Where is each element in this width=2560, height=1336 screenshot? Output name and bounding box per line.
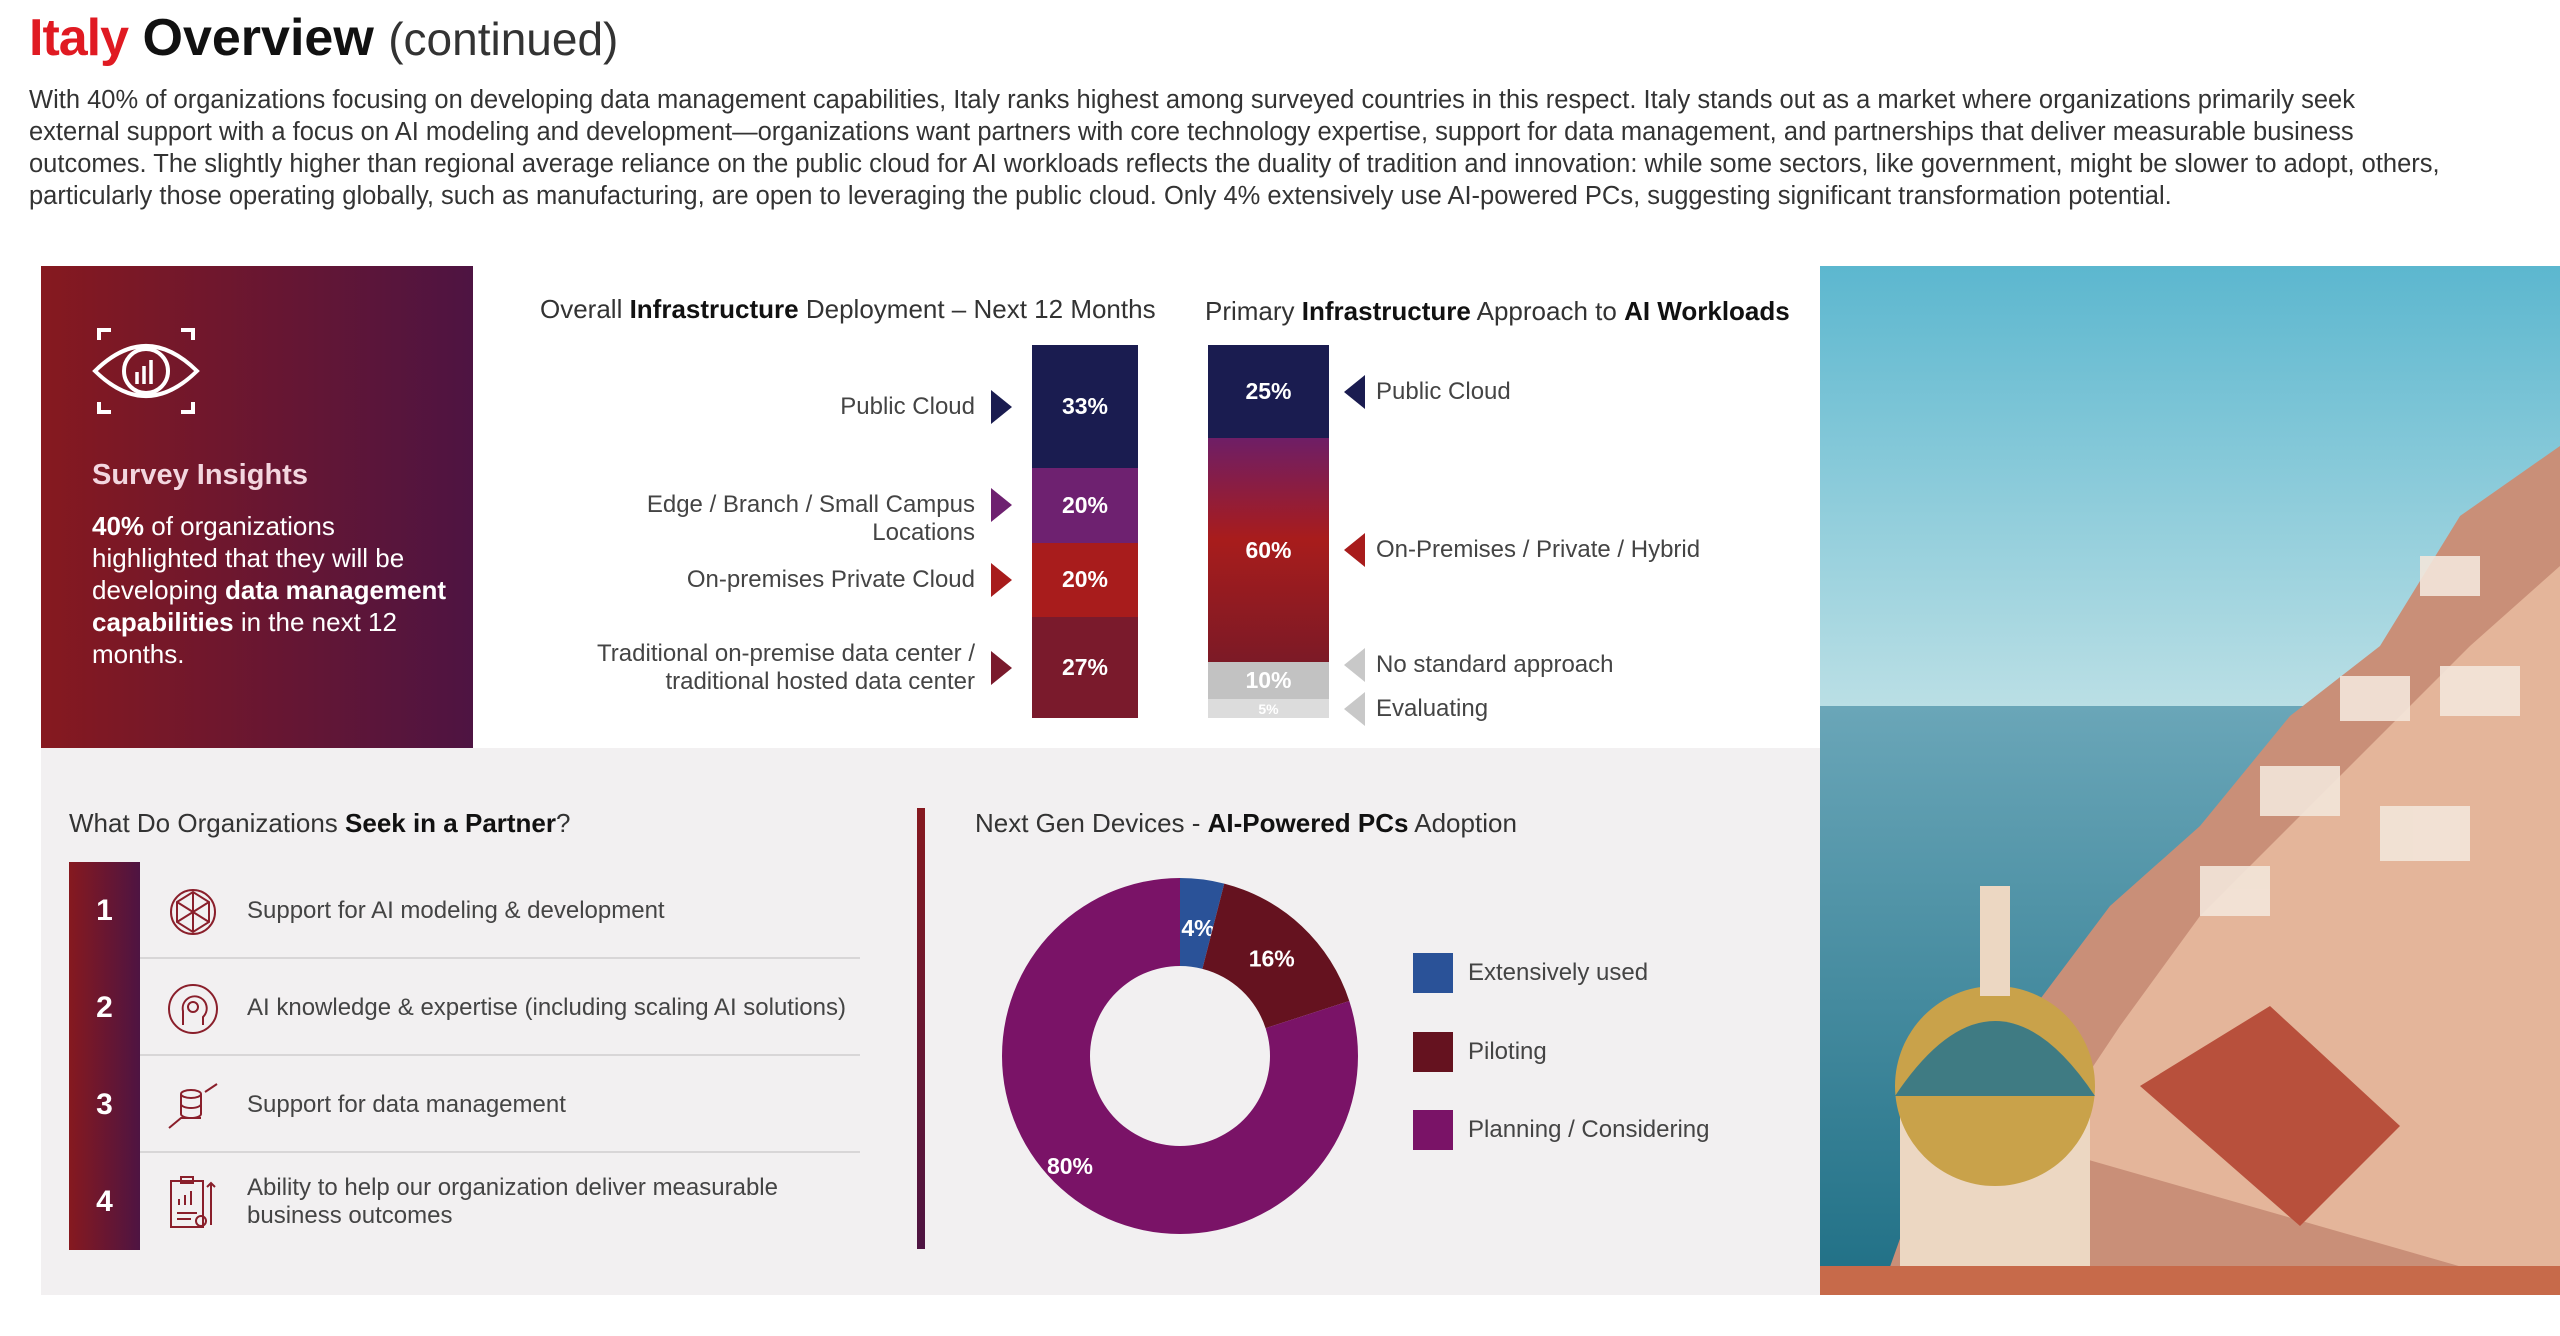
pointer-arrow-icon: [991, 488, 1012, 523]
bar-segment: 20%: [1032, 468, 1138, 543]
clipboard-chart-icon: [170, 1176, 216, 1228]
pointer-arrow-icon: [991, 562, 1012, 597]
donut-label: 80%: [1047, 1153, 1093, 1179]
legend-swatch: [1413, 1032, 1453, 1072]
title-word: Overview: [142, 9, 374, 67]
title-country: Italy: [29, 9, 129, 67]
survey-heading: Survey Insights: [92, 459, 308, 491]
bar-segment: 33%: [1032, 345, 1138, 469]
positano-photo: [1820, 266, 2560, 1295]
bar-segment: 5%: [1208, 699, 1329, 718]
partner-item-text: Support for AI modeling & development: [247, 896, 665, 924]
pointer-arrow-icon: [1344, 533, 1365, 568]
chart1-stacked-bar: 33% 20% 20% 27%: [1032, 345, 1138, 718]
partner-item-text: Ability to help our organization deliver…: [247, 1173, 778, 1229]
rank-number: 4: [69, 1153, 140, 1250]
pointer-arrow-icon: [1344, 691, 1365, 726]
donut-chart: 4% 16% 80%: [1002, 878, 1358, 1234]
survey-insights-panel: Survey Insights 40% of organizations hig…: [41, 266, 473, 748]
partner-item: 2 AI knowledge & expertise (including sc…: [69, 959, 860, 1056]
bar-segment: 25%: [1208, 345, 1329, 439]
chart2-stacked-bar: 25% 60% 10% 5%: [1208, 345, 1329, 718]
bar-category-label: Traditional on-premise data center / tra…: [597, 639, 975, 695]
bar-segment: 27%: [1032, 617, 1138, 718]
bottom-panel: [41, 748, 1820, 1295]
legend-label: Planning / Considering: [1468, 1116, 1710, 1143]
legend-swatch: [1413, 953, 1453, 993]
partner-item-text: AI knowledge & expertise (including scal…: [247, 993, 846, 1021]
intro-paragraph: With 40% of organizations focusing on de…: [29, 86, 2440, 210]
bar-category-label: Public Cloud: [840, 392, 975, 420]
partner-item-text: Support for data management: [247, 1090, 566, 1118]
bar-category-label: On-premises Private Cloud: [686, 565, 975, 593]
bar-category-label: Public Cloud: [1376, 377, 1511, 405]
bar-category-label: Edge / Branch / Small Campus Locations: [646, 491, 975, 547]
donut-slice: [1202, 883, 1350, 1029]
donut-title: Next Gen Devices - AI-Powered PCs Adopti…: [975, 808, 1517, 838]
chart1-title: Overall Infrastructure Deployment – Next…: [540, 294, 1156, 324]
rank-number: 1: [69, 862, 140, 959]
donut-slice: [1002, 878, 1358, 1234]
pointer-arrow-icon: [1344, 374, 1365, 409]
bar-category-label: Evaluating: [1376, 694, 1489, 722]
pointer-arrow-icon: [991, 650, 1012, 685]
hand-database-icon: [168, 1083, 218, 1129]
chart2-title: Primary Infrastructure Approach to AI Wo…: [1205, 296, 1790, 326]
survey-text: 40% of organizations highlighted that th…: [92, 511, 447, 669]
legend-label: Extensively used: [1468, 959, 1649, 986]
donut-label: 16%: [1249, 945, 1295, 971]
legend-label: Piloting: [1468, 1038, 1547, 1065]
bar-segment: 20%: [1032, 542, 1138, 618]
partner-item: 1 Support for AI modeling & development: [69, 862, 860, 959]
partner-title: What Do Organizations Seek in a Partner?: [69, 808, 571, 838]
section-divider: [917, 808, 925, 1249]
eye-chart-icon: [92, 328, 200, 414]
legend-swatch: [1413, 1110, 1453, 1150]
bar-segment: 10%: [1208, 662, 1329, 700]
pointer-arrow-icon: [1344, 647, 1365, 682]
neural-network-icon: [170, 889, 216, 935]
title-suffix: (continued): [388, 13, 619, 65]
partner-item: 3 Support for data management: [69, 1056, 860, 1153]
bar-segment: 60%: [1208, 438, 1329, 663]
pointer-arrow-icon: [991, 389, 1012, 424]
bar-category-label: On-Premises / Private / Hybrid: [1376, 536, 1701, 564]
bar-category-label: No standard approach: [1376, 650, 1614, 678]
donut-slice: [1180, 878, 1225, 969]
head-gear-icon: [168, 984, 218, 1034]
rank-number: 3: [69, 1056, 140, 1153]
page-title: Italy Overview (continued): [29, 8, 618, 68]
donut-label: 4%: [1181, 915, 1214, 941]
rank-number: 2: [69, 959, 140, 1056]
partner-item: 4 Ability to help our organization deliv…: [69, 1153, 860, 1250]
